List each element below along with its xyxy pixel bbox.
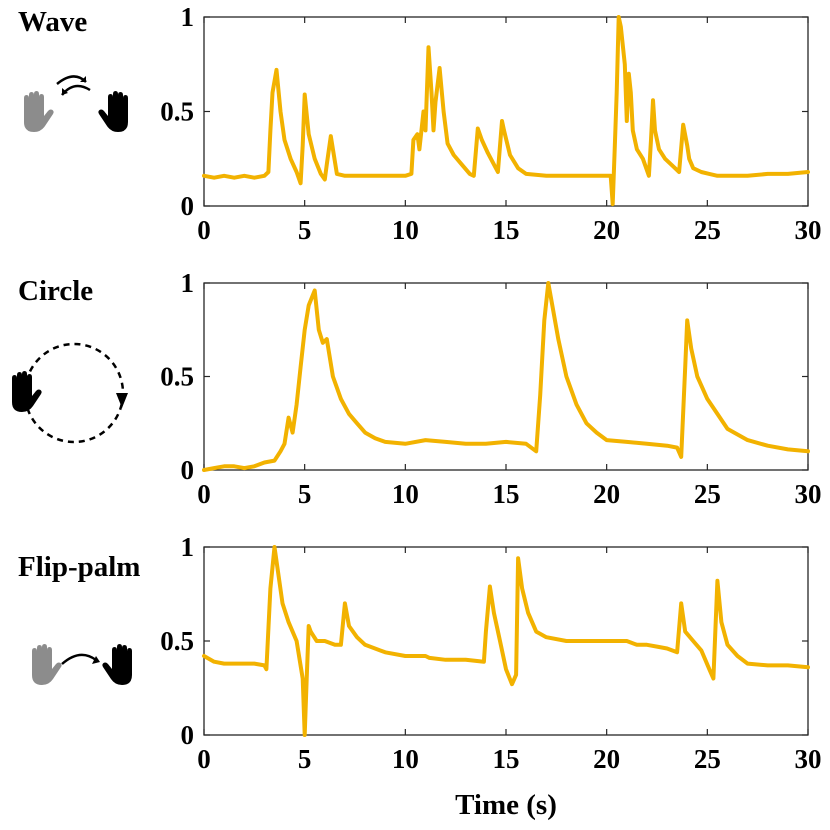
hand-light-icon [24,91,54,132]
chart-1: 0 5 10 15 20 25 30 0 0.5 1 [160,268,821,509]
x-tick-label: 10 [392,479,419,509]
x-tick-label: 5 [298,479,312,509]
x-axis-label: Time (s) [455,789,557,821]
arrow-curve-top-icon [56,75,87,85]
x-tick-label: 15 [493,744,520,774]
chart-2: 0 5 10 15 20 25 30 0 0.5 1 [160,532,821,774]
palm-dark-icon [102,644,132,685]
palm-light-icon [32,644,62,685]
x-tick-label: 20 [593,479,620,509]
x-tick-label: 5 [298,215,312,245]
y-tick-label: 0.5 [160,362,194,392]
x-tick-label: 25 [694,744,721,774]
circle-gesture-icon [12,342,128,444]
hand-dark-icon [98,91,128,132]
series-line-0 [202,15,810,207]
x-tick-label: 20 [593,744,620,774]
x-tick-label: 15 [493,215,520,245]
y-tick-label: 0.5 [160,97,194,127]
y-tick-label: 0 [181,720,195,750]
series-line-1 [202,281,810,472]
x-tick-label: 30 [795,215,822,245]
hand-dark-icon-2 [12,371,42,412]
y-tick-label: 0.5 [160,626,194,656]
y-tick-label: 1 [181,532,195,562]
y-tick-label: 0 [181,191,195,221]
arrow-curve-bottom-icon [61,84,91,96]
x-tick-label: 10 [392,215,419,245]
panel-title-flip-palm: Flip-palm [18,551,140,583]
x-tick-label: 0 [197,744,211,774]
panel-title-circle: Circle [18,275,93,307]
x-tick-label: 10 [392,744,419,774]
panel-circle: Circle [12,275,128,444]
flip-arrow-icon [61,653,97,665]
panel-title-wave: Wave [18,6,87,38]
y-tick-label: 1 [181,2,195,32]
panel-wave: Wave [18,6,128,132]
x-tick-label: 30 [795,479,822,509]
y-tick-label: 1 [181,268,195,298]
x-tick-label: 30 [795,744,822,774]
y-tick-label: 0 [181,455,195,485]
x-tick-label: 0 [197,479,211,509]
series-line-2 [202,545,810,737]
x-tick-label: 25 [694,215,721,245]
wave-gesture-icon [24,75,128,132]
flip-palm-gesture-icon [32,644,132,685]
x-tick-label: 20 [593,215,620,245]
chart-0: 0 5 10 15 20 25 30 0 0.5 1 [160,2,821,245]
x-tick-label: 0 [197,215,211,245]
x-tick-label: 25 [694,479,721,509]
x-tick-label: 5 [298,744,312,774]
x-tick-label: 15 [493,479,520,509]
panel-flip-palm: Flip-palm [18,551,140,685]
